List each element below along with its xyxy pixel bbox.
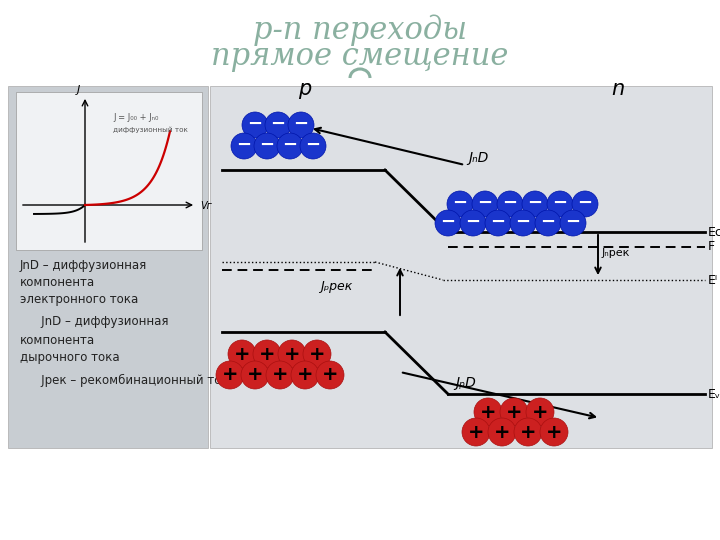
Circle shape [510,210,536,236]
Text: +: + [247,366,264,384]
Text: −: − [236,136,251,154]
Text: +: + [309,345,325,363]
Text: +: + [284,345,300,363]
Text: −: − [541,213,556,231]
Circle shape [460,210,486,236]
Circle shape [514,418,542,446]
Text: JₚD: JₚD [455,376,476,390]
Text: диффузионный ток: диффузионный ток [113,126,188,133]
Circle shape [560,210,586,236]
Text: −: − [503,194,518,212]
Circle shape [497,191,523,217]
Circle shape [316,361,344,389]
Text: +: + [468,422,485,442]
Circle shape [216,361,244,389]
Text: Vг: Vг [200,201,212,211]
Text: −: − [305,136,320,154]
Text: −: − [552,194,567,212]
Circle shape [253,340,281,368]
Text: −: − [248,115,263,133]
Text: +: + [322,366,338,384]
Text: +: + [494,422,510,442]
Circle shape [228,340,256,368]
Bar [16,92,202,250]
Text: p-n переходы: p-n переходы [253,14,467,46]
Circle shape [485,210,511,236]
Circle shape [535,210,561,236]
Text: −: − [271,115,286,133]
Circle shape [241,361,269,389]
Text: +: + [297,366,313,384]
Circle shape [522,191,548,217]
Text: −: − [259,136,274,154]
Text: JnD – диффузионная: JnD – диффузионная [30,315,168,328]
Circle shape [288,112,314,138]
Text: n: n [611,79,625,99]
Bar [210,86,712,448]
Text: F: F [708,240,715,253]
Text: Jₙрек: Jₙрек [602,248,631,258]
Bar [8,86,208,448]
Text: −: − [465,213,480,231]
Text: JₙD: JₙD [468,151,488,165]
Text: J: J [76,85,80,95]
Text: J = J₀₀ + Jₙ₀: J = J₀₀ + Jₙ₀ [113,113,158,122]
Text: −: − [516,213,531,231]
Text: Jₚрек: Jₚрек [320,280,352,293]
Text: +: + [532,402,548,422]
Text: −: − [282,136,297,154]
Circle shape [547,191,573,217]
Text: +: + [480,402,496,422]
Circle shape [266,361,294,389]
Circle shape [303,340,331,368]
Text: компонента: компонента [20,275,95,288]
Text: JnD – диффузионная: JnD – диффузионная [20,259,148,272]
Text: +: + [222,366,238,384]
Circle shape [462,418,490,446]
Circle shape [278,340,306,368]
Text: p: p [298,79,312,99]
Text: Eᵥ: Eᵥ [708,388,720,401]
Text: −: − [477,194,492,212]
Circle shape [572,191,598,217]
Text: компонента: компонента [20,334,95,347]
Text: Eс: Eс [708,226,720,239]
Text: электронного тока: электронного тока [20,293,138,306]
Text: Jрек – рекомбинационный ток: Jрек – рекомбинационный ток [30,374,229,387]
Circle shape [254,133,280,159]
Circle shape [472,191,498,217]
Text: −: − [294,115,309,133]
Text: прямое смещение: прямое смещение [211,42,509,72]
Circle shape [231,133,257,159]
Circle shape [300,133,326,159]
Circle shape [526,398,554,426]
Circle shape [277,133,303,159]
Circle shape [474,398,502,426]
Text: +: + [546,422,562,442]
Circle shape [265,112,291,138]
Text: −: − [577,194,593,212]
Circle shape [488,418,516,446]
Circle shape [540,418,568,446]
Text: +: + [520,422,536,442]
Circle shape [242,112,268,138]
Text: +: + [505,402,522,422]
Text: −: − [452,194,467,212]
Text: +: + [258,345,275,363]
Text: +: + [234,345,251,363]
Text: −: − [528,194,543,212]
Circle shape [435,210,461,236]
Text: −: − [490,213,505,231]
Circle shape [500,398,528,426]
Text: Eᴵ: Eᴵ [708,273,718,287]
Circle shape [291,361,319,389]
Text: −: − [565,213,580,231]
Text: +: + [271,366,288,384]
Text: дырочного тока: дырочного тока [20,350,120,363]
Text: −: − [441,213,456,231]
Circle shape [447,191,473,217]
